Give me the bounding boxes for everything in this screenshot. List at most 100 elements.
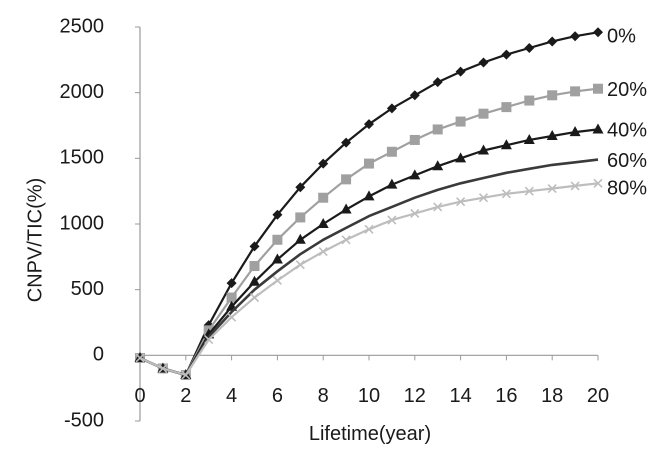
- x-tick-label: 2: [180, 385, 191, 407]
- data-point: [455, 116, 466, 127]
- data-point: [387, 215, 397, 225]
- data-point: [364, 119, 374, 130]
- series-4: [135, 178, 603, 380]
- data-point: [318, 192, 329, 203]
- data-point: [546, 130, 558, 141]
- y-tick-label: 2500: [60, 15, 105, 37]
- data-point: [410, 208, 420, 219]
- data-point: [386, 103, 397, 114]
- data-point: [478, 57, 489, 68]
- data-point: [318, 158, 329, 169]
- data-point: [432, 160, 444, 171]
- data-point: [272, 234, 283, 245]
- series-line: [139, 182, 599, 377]
- data-point: [524, 43, 535, 54]
- x-tick-label: 4: [226, 385, 237, 407]
- axes: -500 0 500 1000 1500 2000 2500 0 2 4 6 8 10 12 14 16 18 2…: [60, 15, 610, 431]
- data-point: [204, 335, 214, 345]
- x-axis-label: Lifetime(year): [309, 423, 431, 445]
- data-point: [524, 95, 535, 106]
- data-point: [340, 203, 352, 214]
- series-label: 60%: [607, 150, 647, 172]
- data-point: [158, 363, 168, 374]
- series-label: 20%: [607, 79, 647, 101]
- data-point: [341, 137, 352, 148]
- series-layer: [134, 27, 604, 381]
- series-line: [139, 158, 599, 377]
- data-point: [592, 123, 604, 134]
- data-point: [226, 278, 237, 289]
- x-tick-label: 20: [587, 385, 609, 407]
- data-point: [227, 312, 237, 322]
- data-point: [363, 190, 375, 201]
- series-labels: 0% 20% 40% 60% 80%: [607, 26, 647, 200]
- data-point: [455, 66, 466, 77]
- series-1: [135, 83, 603, 381]
- data-point: [593, 178, 603, 188]
- data-point: [295, 260, 305, 270]
- data-point: [226, 292, 237, 303]
- data-point: [386, 146, 397, 157]
- data-point: [478, 193, 489, 203]
- data-point: [249, 261, 260, 272]
- data-point: [409, 169, 421, 180]
- data-point: [432, 77, 443, 88]
- data-point: [249, 241, 260, 252]
- y-tick-label: 0: [93, 344, 104, 366]
- data-point: [570, 181, 580, 191]
- data-point: [547, 90, 558, 101]
- x-tick-label: 8: [318, 385, 329, 407]
- data-point: [570, 31, 581, 42]
- data-point: [432, 124, 443, 135]
- data-point: [294, 233, 306, 244]
- data-point: [317, 218, 329, 228]
- data-point: [455, 152, 467, 163]
- data-point: [181, 370, 191, 380]
- data-point: [318, 247, 328, 257]
- series-label: 40%: [607, 120, 647, 142]
- x-tick-label: 0: [134, 385, 145, 407]
- x-tick-label: 12: [404, 385, 426, 407]
- y-tick-label: 2000: [60, 81, 105, 103]
- x-tick-label: 18: [541, 385, 563, 407]
- data-point: [524, 186, 534, 196]
- x-tick-label: 10: [358, 385, 380, 407]
- data-point: [523, 133, 535, 144]
- data-point: [341, 174, 352, 185]
- data-point: [249, 292, 260, 303]
- y-tick-label: 1000: [60, 212, 105, 234]
- y-axis-label: CNPV/TIC(%): [24, 178, 46, 302]
- data-point: [569, 126, 581, 137]
- data-point: [570, 86, 581, 97]
- data-point: [456, 197, 466, 207]
- series-label: 80%: [607, 178, 647, 200]
- data-point: [249, 275, 260, 286]
- x-tick-label: 14: [449, 385, 471, 407]
- data-point: [478, 108, 489, 119]
- data-point: [500, 139, 512, 150]
- data-point: [409, 90, 420, 101]
- data-point: [272, 209, 283, 220]
- data-point: [135, 353, 145, 363]
- data-point: [272, 275, 282, 286]
- y-tick-label: -500: [64, 409, 104, 431]
- data-point: [501, 102, 512, 113]
- series-3: [139, 158, 599, 377]
- data-point: [593, 83, 603, 94]
- y-axis-title: CNPV/TIC(%): [24, 178, 46, 302]
- data-point: [364, 224, 374, 234]
- data-point: [271, 253, 283, 264]
- x-tick-label: 6: [272, 385, 283, 407]
- series-label: 0%: [607, 26, 636, 48]
- data-point: [386, 178, 398, 189]
- data-point: [295, 212, 306, 223]
- data-point: [501, 189, 511, 199]
- y-tick-label: 1500: [60, 147, 105, 169]
- x-tick-label: 16: [495, 385, 517, 407]
- data-point: [433, 202, 443, 212]
- data-point: [364, 158, 374, 169]
- data-point: [295, 182, 306, 193]
- data-point: [341, 235, 351, 245]
- data-point: [547, 36, 558, 47]
